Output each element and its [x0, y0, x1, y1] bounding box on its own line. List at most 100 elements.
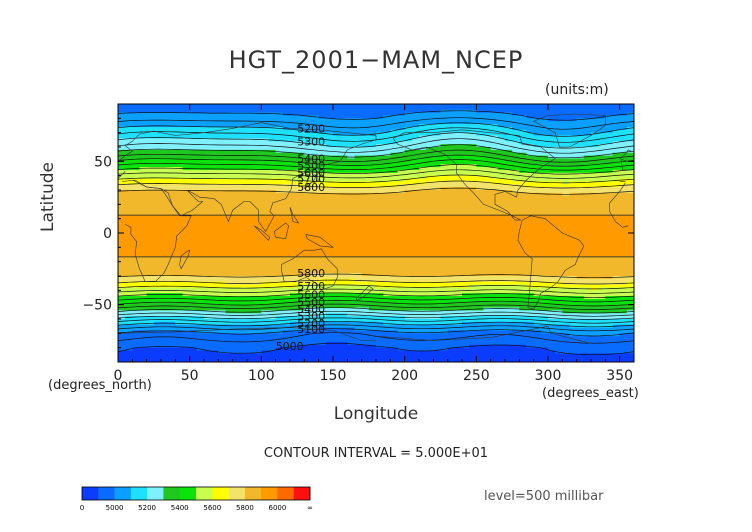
contour-cell — [232, 301, 241, 306]
contour-cell — [225, 296, 234, 300]
contour-cell — [282, 132, 291, 137]
contour-cell — [268, 201, 277, 205]
contour-cell — [275, 118, 284, 122]
contour-cell — [196, 178, 205, 182]
contour-cell — [390, 132, 399, 137]
contour-cell — [390, 149, 399, 154]
contour-cell — [218, 233, 227, 237]
contour-cell — [383, 233, 391, 237]
contour-cell — [533, 109, 542, 114]
contour-cell — [318, 129, 327, 134]
contour-cell — [462, 175, 470, 180]
contour-cell — [462, 129, 470, 134]
contour-cell — [282, 235, 291, 240]
contour-cell — [225, 235, 234, 240]
contour-cell — [447, 293, 456, 297]
contour-cell — [218, 273, 227, 277]
contour-cell — [376, 227, 384, 231]
contour-cell — [519, 175, 528, 180]
contour-cell — [433, 238, 442, 243]
contour-cell — [146, 149, 155, 154]
contour-cell — [598, 147, 606, 151]
contour-cell — [454, 198, 463, 203]
contour-cell — [225, 152, 234, 157]
contour-cell — [376, 164, 384, 168]
contour-cell — [354, 284, 363, 289]
contour-cell — [297, 284, 305, 289]
contour-cell — [383, 298, 391, 303]
contour-cell — [311, 293, 320, 297]
contour-cell — [254, 293, 262, 297]
contour-cell — [325, 172, 334, 177]
contour-cell — [161, 184, 169, 188]
contour-cell — [447, 164, 456, 168]
contour-cell — [440, 161, 449, 165]
contour-cell — [304, 258, 313, 263]
contour-cell — [168, 192, 176, 197]
contour-cell — [354, 141, 363, 145]
contour-cell — [612, 161, 621, 165]
contour-cell — [497, 124, 506, 128]
contour-cell — [290, 210, 298, 214]
contour-cell — [540, 244, 549, 248]
contour-cell — [404, 104, 413, 108]
contour-cell — [462, 218, 470, 223]
contour-cell — [583, 293, 592, 297]
contour-cell — [297, 106, 305, 111]
contour-cell — [569, 238, 578, 243]
contour-cell — [354, 270, 363, 274]
contour-cell — [318, 187, 327, 191]
contour-cell — [254, 155, 262, 160]
contour-cell — [275, 250, 284, 254]
contour-cell — [433, 192, 442, 197]
contour-cell — [139, 227, 148, 231]
contour-cell — [361, 112, 370, 117]
contour-cell — [175, 267, 184, 271]
contour-cell — [555, 253, 563, 257]
contour-cell — [383, 235, 391, 240]
contour-cell — [411, 198, 420, 203]
contour-cell — [605, 276, 614, 280]
contour-cell — [175, 241, 184, 246]
contour-cell — [282, 233, 291, 237]
contour-cell — [225, 192, 234, 197]
contour-cell — [562, 124, 571, 128]
contour-cell — [476, 270, 485, 274]
contour-cell — [125, 129, 133, 134]
contour-cell — [404, 255, 413, 260]
contour-cell — [218, 230, 227, 234]
contour-cell — [325, 218, 334, 223]
contour-cell — [555, 247, 563, 251]
contour-cell — [447, 172, 456, 177]
contour-cell — [347, 149, 356, 154]
contour-cell — [397, 235, 406, 240]
contour-cell — [361, 261, 370, 266]
contour-cell — [247, 190, 255, 194]
contour-cell — [153, 278, 162, 283]
contour-cell — [469, 235, 477, 240]
contour-cell — [347, 233, 356, 237]
contour-cell — [512, 104, 520, 108]
contour-cell — [211, 270, 219, 274]
contour-cell — [304, 184, 313, 188]
contour-cell — [483, 201, 492, 205]
contour-cell — [526, 115, 535, 119]
contour-cell — [476, 124, 485, 128]
contour-cell — [583, 267, 592, 271]
contour-cell — [153, 169, 162, 174]
contour-cell — [612, 135, 621, 139]
contour-cell — [297, 155, 305, 160]
contour-cell — [540, 158, 549, 162]
contour-cell — [419, 290, 427, 294]
contour-cell — [325, 238, 334, 243]
contour-cell — [483, 147, 492, 151]
contour-cell — [139, 106, 148, 111]
contour-cell — [175, 270, 184, 274]
contour-cell — [533, 106, 542, 111]
contour-cell — [512, 204, 520, 208]
contour-cell — [483, 255, 492, 260]
contour-cell — [569, 276, 578, 280]
contour-cell — [290, 241, 298, 246]
contour-cell — [161, 132, 169, 137]
